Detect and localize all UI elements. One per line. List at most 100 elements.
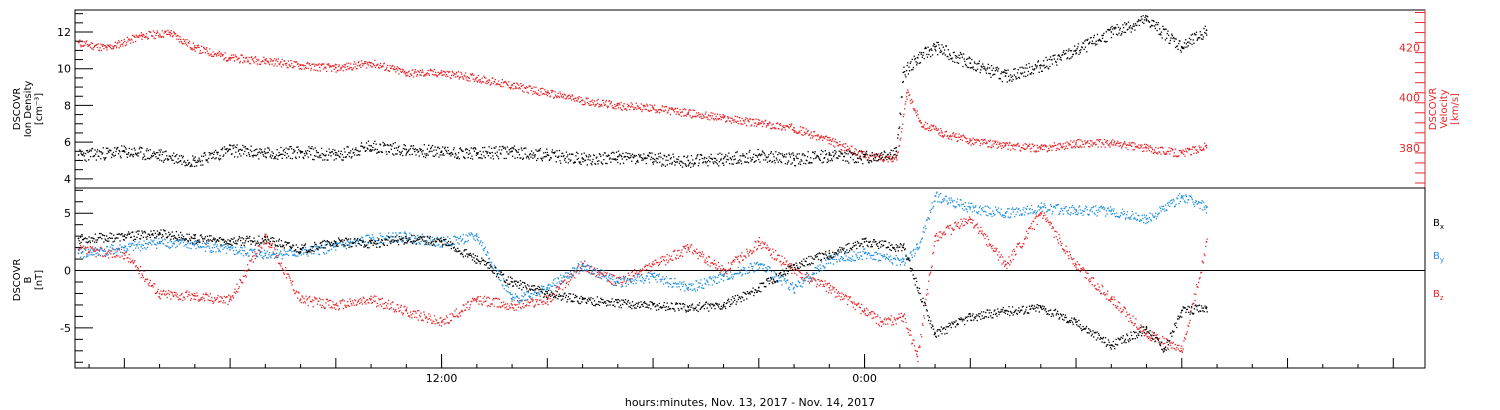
data-point [1192, 33, 1194, 35]
data-point [615, 151, 618, 153]
data-point [450, 319, 452, 322]
data-point [1035, 151, 1038, 153]
data-point [636, 271, 638, 273]
data-point [161, 293, 163, 295]
data-point [218, 301, 220, 303]
data-point [622, 281, 624, 284]
data-point [947, 134, 949, 137]
data-point [1084, 140, 1086, 142]
data-point [1133, 23, 1135, 25]
data-point [494, 81, 496, 83]
data-point [330, 155, 332, 157]
data-point [209, 293, 211, 295]
data-point [114, 147, 116, 149]
data-point [972, 137, 974, 139]
data-point [784, 129, 786, 131]
data-point [463, 78, 465, 80]
data-point [1173, 155, 1175, 157]
data-point [1076, 145, 1078, 147]
data-point [817, 156, 819, 158]
data-point [196, 292, 198, 294]
data-point [202, 51, 204, 54]
data-point [837, 291, 840, 293]
data-point [314, 296, 316, 298]
data-point [897, 137, 899, 139]
data-point [932, 126, 934, 128]
data-point [216, 55, 218, 57]
data-point [424, 156, 427, 159]
data-point [243, 60, 245, 62]
data-point [936, 129, 938, 131]
data-point [303, 68, 306, 70]
data-point [1115, 144, 1117, 146]
data-point [845, 160, 847, 162]
data-point [1145, 143, 1147, 146]
data-point [656, 110, 658, 113]
data-point [550, 157, 552, 159]
data-point [956, 225, 959, 228]
data-point [287, 273, 290, 275]
data-point [384, 307, 386, 309]
data-point [93, 45, 96, 48]
data-point [770, 151, 772, 153]
data-point [907, 73, 910, 75]
data-point [129, 42, 132, 44]
data-point [1141, 21, 1144, 23]
data-point [855, 303, 857, 305]
data-point [996, 143, 998, 145]
data-point [579, 161, 582, 163]
data-point [834, 149, 836, 152]
data-point [171, 154, 174, 157]
data-point [308, 150, 311, 153]
data-point [516, 82, 518, 84]
data-point [601, 162, 603, 165]
data-point [178, 161, 180, 163]
data-point [101, 153, 103, 155]
data-point [1117, 140, 1119, 142]
data-point [433, 149, 435, 151]
data-point [1091, 140, 1093, 142]
data-point [667, 111, 669, 113]
data-point [976, 63, 978, 65]
data-point-anchor [616, 155, 619, 158]
data-point [454, 73, 456, 75]
data-point [899, 316, 901, 319]
data-point [1067, 147, 1069, 150]
data-point [155, 34, 157, 37]
data-point [785, 125, 787, 127]
data-point [1070, 146, 1073, 148]
data-point [1155, 21, 1158, 24]
data-point [888, 318, 890, 321]
data-point [129, 39, 131, 42]
data-point [840, 153, 842, 155]
data-point [808, 282, 811, 284]
data-point [197, 44, 200, 46]
data-point [448, 71, 450, 73]
data-point [366, 63, 368, 65]
data-point [1206, 34, 1208, 36]
data-point [973, 68, 975, 71]
data-point [475, 154, 477, 156]
data-point [136, 269, 138, 271]
data-point [98, 253, 100, 255]
data-point [669, 158, 672, 160]
data-point [506, 308, 508, 310]
data-point [150, 285, 152, 287]
data-point [933, 245, 935, 247]
data-point [144, 36, 146, 38]
data-point [448, 322, 450, 324]
data-point [1156, 152, 1158, 154]
data-point [971, 222, 973, 224]
data-point [340, 150, 342, 152]
data-point [94, 249, 96, 251]
data-point [870, 159, 872, 162]
data-point [589, 104, 592, 106]
data-point [118, 149, 120, 152]
data-point [136, 36, 139, 38]
data-point [261, 151, 264, 154]
data-point [767, 124, 769, 126]
data-point [86, 149, 89, 152]
data-point [946, 226, 948, 228]
data-point [427, 154, 429, 156]
data-point [259, 250, 261, 252]
